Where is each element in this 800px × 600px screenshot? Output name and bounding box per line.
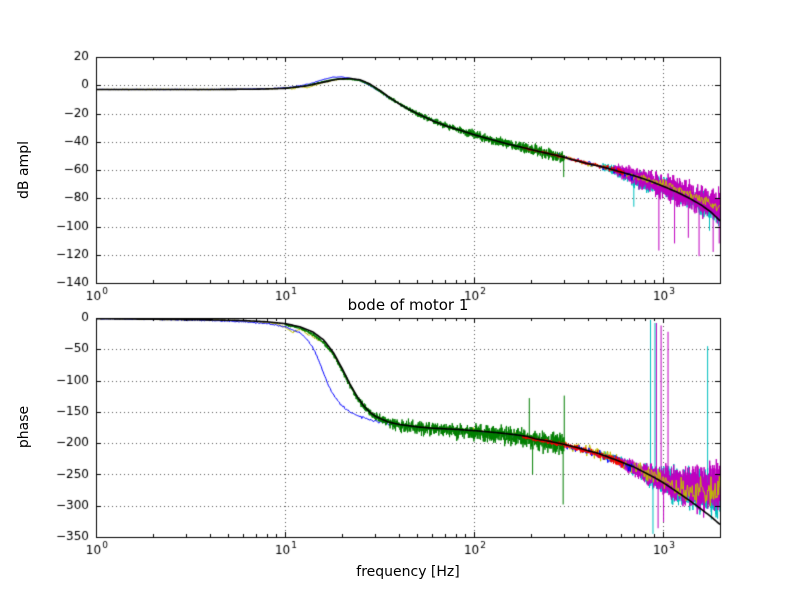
magnitude-axis-label: dB ampl: [16, 141, 32, 199]
plot-title: bode of motor 1: [347, 296, 469, 314]
phase-axis-label: phase: [16, 405, 32, 449]
frequency-axis-label: frequency [Hz]: [356, 564, 460, 580]
